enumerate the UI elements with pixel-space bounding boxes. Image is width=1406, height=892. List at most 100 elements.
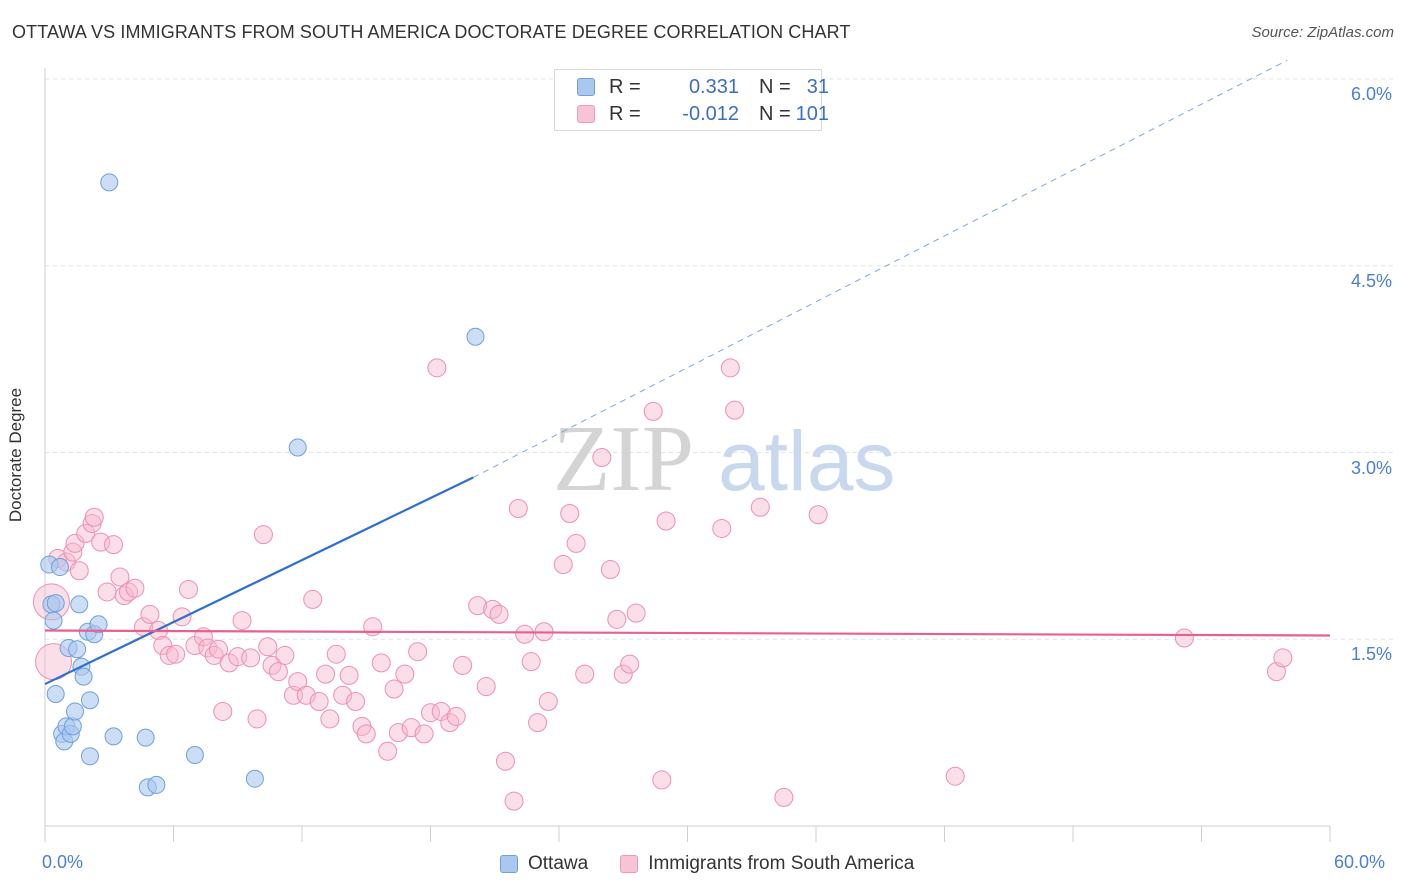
data-point-south-america xyxy=(808,505,828,525)
trendline-south-america xyxy=(44,629,1331,637)
data-point-south-america xyxy=(720,358,740,378)
data-point-south-america xyxy=(363,617,383,637)
data-point-south-america xyxy=(1273,648,1293,668)
legend-row-ottawa: R = 0.331 N = 31 xyxy=(577,75,829,99)
x-tick-label-min: 0.0% xyxy=(42,852,84,872)
data-point-south-america xyxy=(592,447,612,467)
legend-swatch-ottawa xyxy=(500,855,518,873)
legend-r-label: R = xyxy=(609,75,641,98)
legend-n-label: N = xyxy=(759,102,791,125)
data-point-south-america xyxy=(945,766,965,786)
data-point-south-america xyxy=(446,706,466,726)
data-point-south-america xyxy=(65,533,85,553)
legend-label-ottawa: Ottawa xyxy=(528,853,589,874)
data-point-south-america xyxy=(566,533,586,553)
data-point-ottawa xyxy=(46,685,65,704)
data-point-ottawa xyxy=(50,558,69,577)
data-point-south-america xyxy=(326,644,346,664)
trendline-ottawa xyxy=(44,476,474,686)
data-point-south-america xyxy=(427,358,447,378)
data-point-south-america xyxy=(159,645,179,665)
legend-swatch-south-america xyxy=(577,105,595,123)
legend-item-ottawa[interactable]: Ottawa xyxy=(500,853,588,875)
data-point-ottawa xyxy=(89,615,108,634)
data-point-south-america xyxy=(208,639,228,659)
data-point-south-america xyxy=(483,599,503,619)
data-point-ottawa xyxy=(136,728,155,747)
trend-layer xyxy=(44,59,1331,686)
data-point-south-america xyxy=(515,624,535,644)
data-point-south-america xyxy=(125,578,145,598)
data-point-south-america xyxy=(656,511,676,531)
data-point-south-america xyxy=(320,709,340,729)
correlation-legend: R = 0.331 N = 31 R = -0.012 N = 101 xyxy=(554,69,829,131)
data-point-south-america xyxy=(378,741,398,761)
data-point-south-america xyxy=(528,713,548,733)
data-point-south-america xyxy=(356,724,376,744)
data-point-south-america xyxy=(1174,628,1194,648)
data-point-south-america xyxy=(371,653,391,673)
data-point-ottawa xyxy=(466,327,485,346)
data-point-south-america xyxy=(76,523,96,543)
data-point-south-america xyxy=(560,504,580,524)
data-point-south-america xyxy=(268,662,288,682)
series-ottawa-points xyxy=(40,173,485,797)
y-tick-label: 4.5% xyxy=(1350,270,1392,291)
data-point-south-america xyxy=(241,648,261,668)
legend-row-south-america: R = -0.012 N = 101 xyxy=(577,102,829,126)
trendline-ottawa-extension xyxy=(473,59,1288,478)
data-point-south-america xyxy=(489,604,509,624)
legend-swatch-south-america xyxy=(620,855,639,873)
legend-n-value: 101 xyxy=(795,102,829,125)
data-point-south-america xyxy=(288,672,308,692)
data-point-south-america xyxy=(140,604,160,624)
data-point-south-america xyxy=(316,664,336,684)
data-point-south-america xyxy=(421,703,440,723)
data-point-south-america xyxy=(388,723,408,743)
data-point-south-america xyxy=(750,497,770,517)
data-point-south-america xyxy=(774,787,794,807)
data-point-south-america xyxy=(521,652,541,672)
data-point-ottawa xyxy=(74,667,93,686)
legend-r-value: 0.331 xyxy=(688,75,739,98)
data-point-south-america xyxy=(626,603,646,623)
data-point-south-america xyxy=(339,665,359,685)
axis-layer xyxy=(44,68,1331,842)
data-point-ottawa xyxy=(70,595,89,614)
data-point-south-america xyxy=(538,692,558,711)
series-south-america-points xyxy=(32,358,1293,811)
data-point-south-america xyxy=(110,567,130,587)
data-point-south-america xyxy=(84,507,104,527)
y-tick-label: 1.5% xyxy=(1350,644,1392,665)
legend-r-label: R = xyxy=(609,102,641,125)
watermark-zip: ZIP xyxy=(553,407,694,511)
data-point-ottawa xyxy=(80,747,99,766)
data-point-south-america xyxy=(303,589,323,609)
data-point-south-america xyxy=(97,582,117,602)
data-point-south-america xyxy=(213,701,233,721)
data-point-south-america xyxy=(508,499,528,519)
data-point-south-america xyxy=(384,679,404,699)
legend-label-south-america: Immigrants from South America xyxy=(648,853,915,874)
data-point-south-america xyxy=(468,596,488,616)
data-point-ottawa xyxy=(185,746,204,765)
legend-n-value: 31 xyxy=(806,75,829,98)
data-point-south-america xyxy=(600,560,620,580)
data-point-ottawa xyxy=(44,611,63,630)
data-point-south-america xyxy=(166,644,186,664)
data-point-south-america xyxy=(504,791,524,811)
data-point-ottawa xyxy=(65,702,84,721)
data-point-south-america xyxy=(408,642,428,662)
data-point-south-america xyxy=(104,535,124,555)
legend-r-value: -0.012 xyxy=(682,102,739,125)
data-point-south-america xyxy=(613,664,633,684)
data-point-south-america xyxy=(69,561,89,581)
data-point-south-america xyxy=(178,579,198,599)
series-legend: Ottawa Immigrants from South America xyxy=(500,852,946,876)
data-point-south-america xyxy=(453,655,473,675)
legend-swatch-ottawa xyxy=(577,78,595,96)
data-point-south-america xyxy=(258,637,278,657)
legend-item-south-america[interactable]: Immigrants from South America xyxy=(620,853,914,875)
y-tick-label: 6.0% xyxy=(1350,84,1392,104)
legend-n-label: N = xyxy=(759,75,791,98)
